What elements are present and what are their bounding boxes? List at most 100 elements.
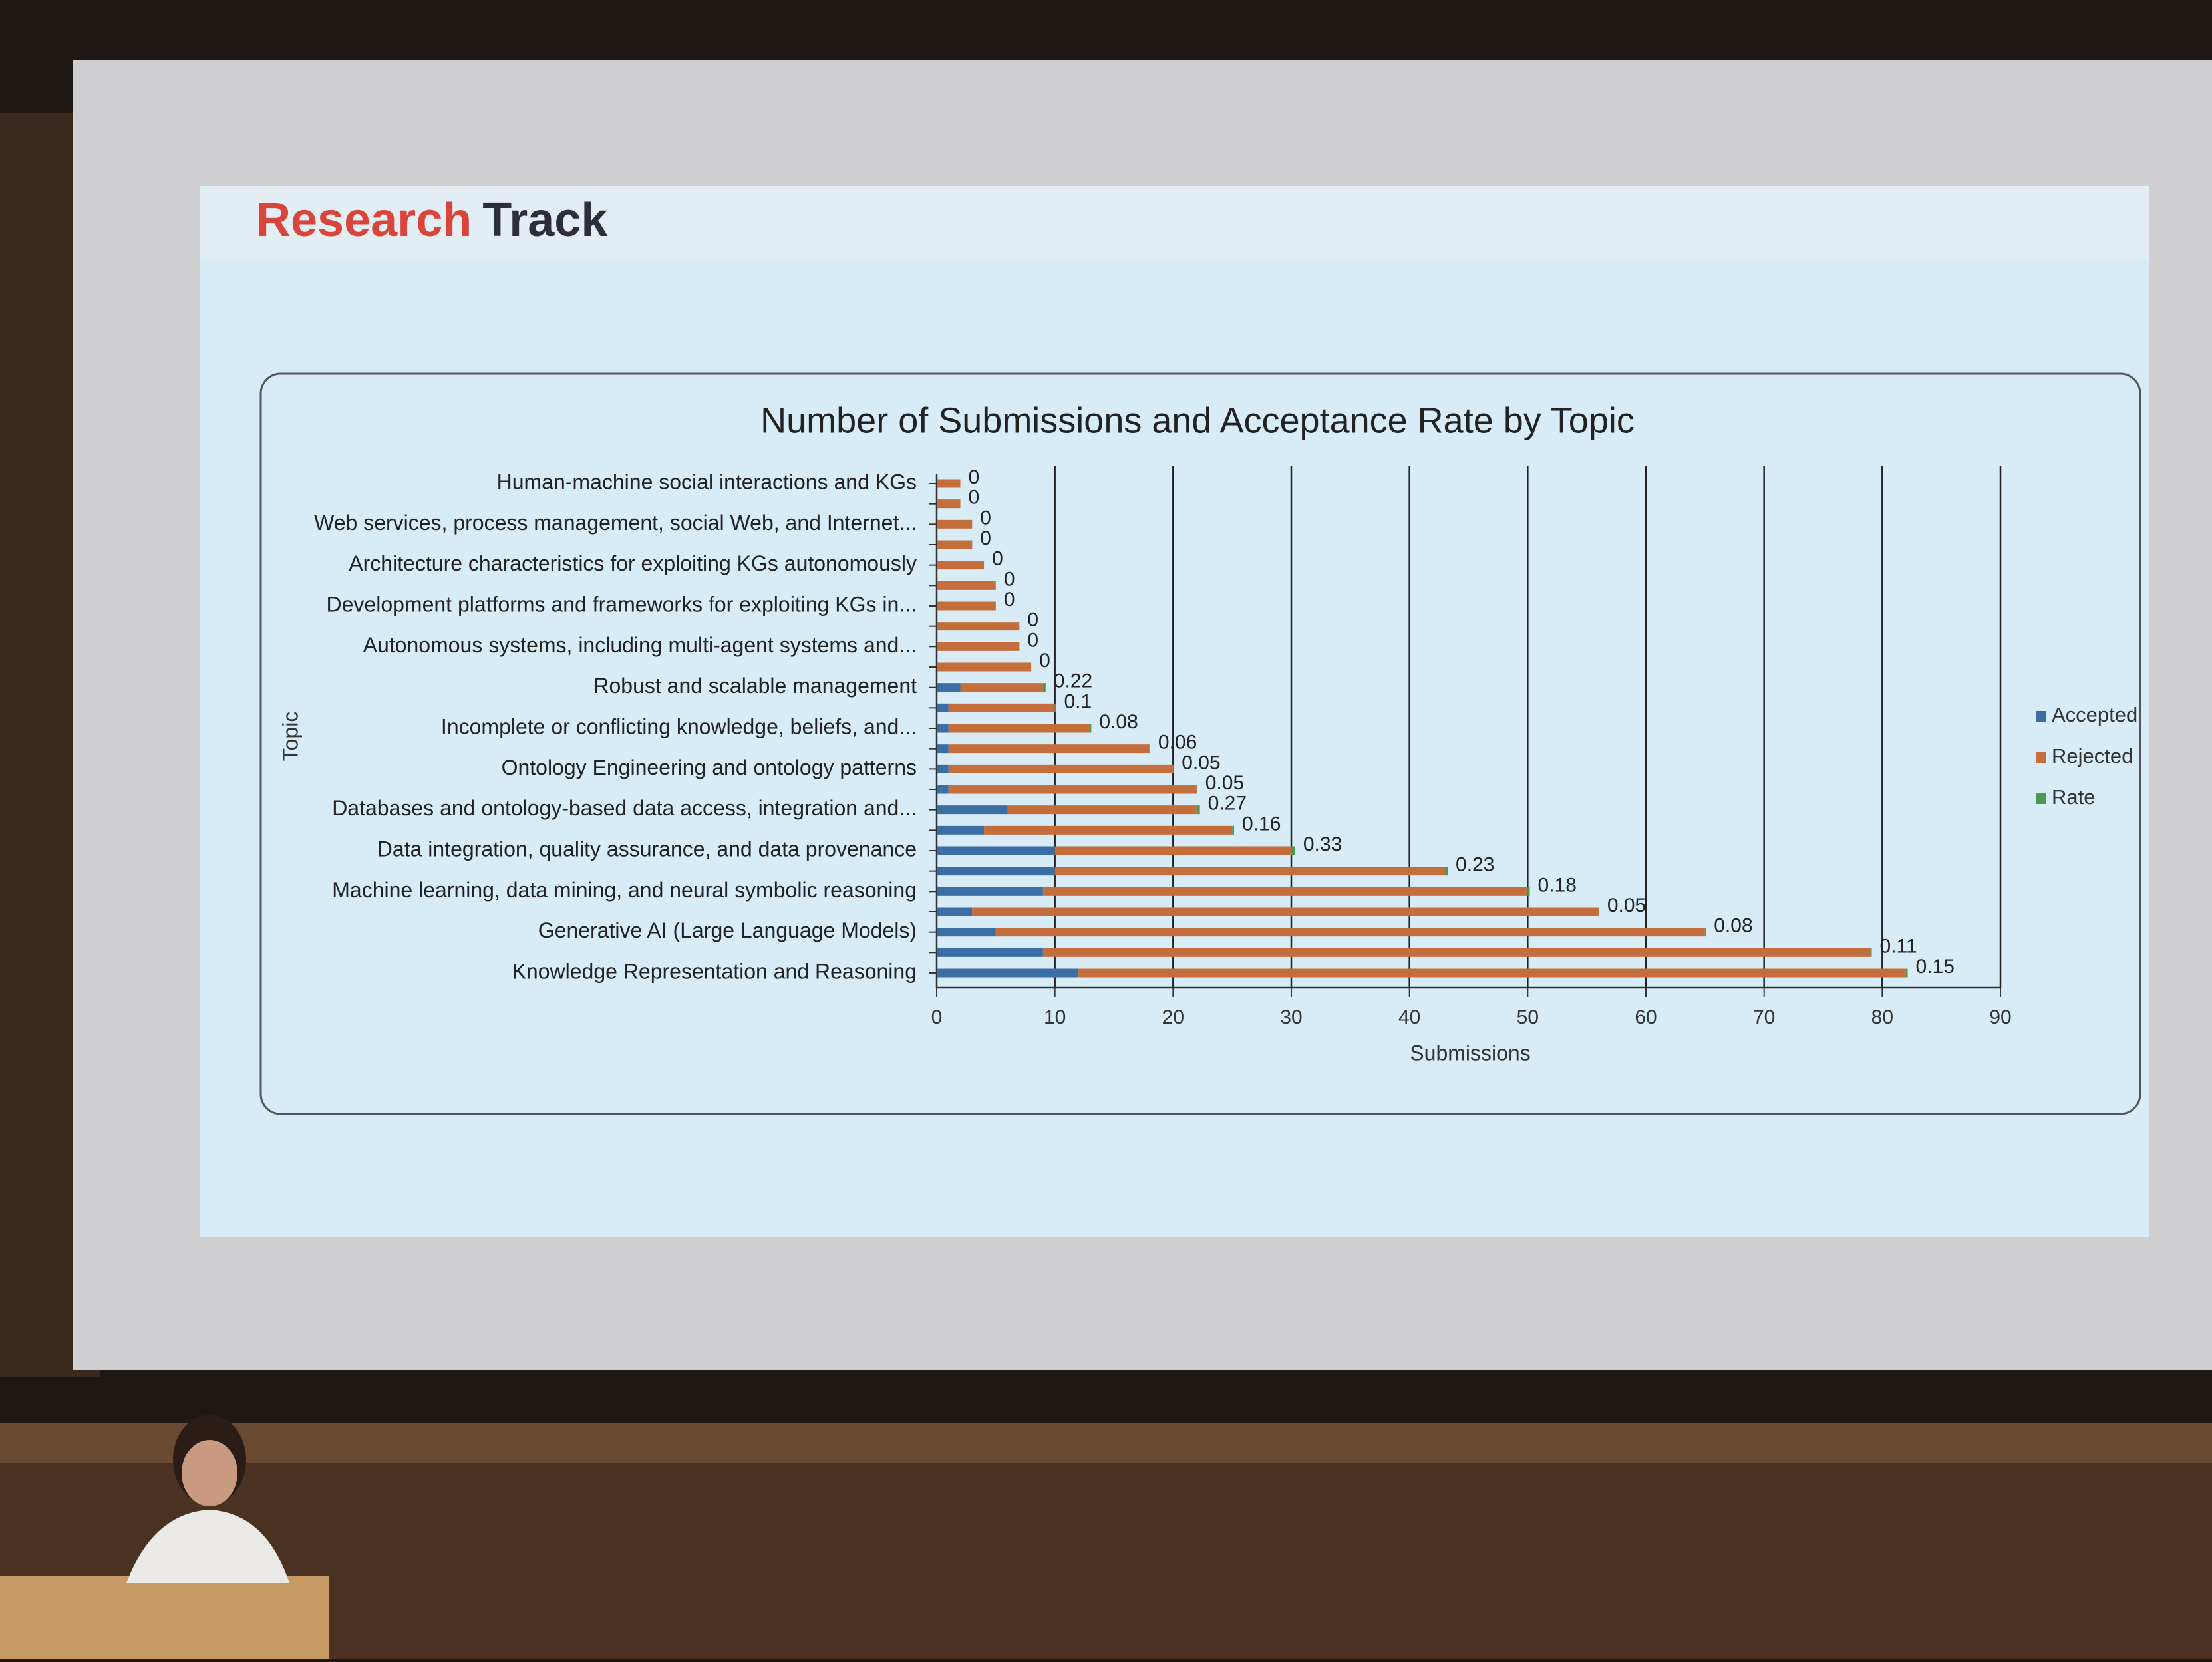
bar-rate bbox=[1090, 724, 1092, 733]
x-tick-label: 50 bbox=[1517, 1006, 1539, 1028]
slide-title-accent: Research bbox=[256, 194, 472, 247]
bar-accepted bbox=[937, 724, 949, 733]
data-label: 0.06 bbox=[1158, 732, 1197, 754]
x-tick-label: 0 bbox=[931, 1006, 943, 1028]
bar-rejected bbox=[937, 479, 961, 488]
legend-label: Rate bbox=[2052, 785, 2095, 809]
bar-rejected bbox=[1042, 948, 1871, 957]
y-tick-label: Ontology Engineering and ontology patter… bbox=[502, 756, 917, 779]
slide-title: Research Track bbox=[256, 194, 608, 247]
x-tick-label: 80 bbox=[1871, 1006, 1893, 1028]
legend-swatch bbox=[2036, 711, 2046, 722]
y-tick-label: Incomplete or conflicting knowledge, bel… bbox=[441, 714, 917, 738]
bar-rate bbox=[1232, 825, 1235, 835]
data-label: 0 bbox=[980, 507, 991, 529]
x-tick-label: 90 bbox=[1989, 1006, 2011, 1028]
data-label: 0 bbox=[992, 548, 1003, 570]
y-tick-label: Knowledge Representation and Reasoning bbox=[512, 959, 917, 983]
data-label: 0 bbox=[969, 487, 980, 509]
data-label: 0.15 bbox=[1916, 956, 1955, 978]
y-tick-label: Development platforms and frameworks for… bbox=[327, 592, 917, 616]
data-label: 0 bbox=[1027, 609, 1038, 631]
bar-rate bbox=[1527, 887, 1530, 896]
data-label: 0.18 bbox=[1538, 874, 1577, 896]
x-tick-label: 20 bbox=[1162, 1006, 1184, 1028]
y-tick-label: Human-machine social interactions and KG… bbox=[497, 470, 917, 493]
y-tick-label: Data integration, quality assurance, and… bbox=[377, 837, 917, 861]
data-label: 0 bbox=[1039, 650, 1050, 672]
x-tick-label: 40 bbox=[1398, 1006, 1420, 1028]
slide-title-rest: Track bbox=[482, 194, 608, 247]
bar-rate bbox=[1905, 968, 1908, 978]
slide bbox=[200, 186, 2149, 1237]
data-label: 0.27 bbox=[1208, 793, 1247, 815]
x-tick-label: 70 bbox=[1753, 1006, 1775, 1028]
y-tick-label: Autonomous systems, including multi-agen… bbox=[363, 633, 917, 657]
bar-rejected bbox=[1054, 846, 1291, 855]
data-label: 0.05 bbox=[1205, 772, 1244, 794]
bar-rejected bbox=[1042, 887, 1528, 896]
bar-rejected bbox=[948, 744, 1150, 754]
bar-rate bbox=[1704, 928, 1706, 937]
legend-label: Accepted bbox=[2052, 703, 2137, 726]
x-tick-label: 60 bbox=[1635, 1006, 1657, 1028]
bar-rejected bbox=[937, 540, 973, 549]
bar-accepted bbox=[937, 928, 996, 937]
bar-accepted bbox=[937, 703, 949, 712]
bar-rate bbox=[1444, 867, 1448, 876]
x-tick-label: 30 bbox=[1280, 1006, 1302, 1028]
bar-rejected bbox=[937, 642, 1020, 651]
bar-accepted bbox=[937, 907, 973, 916]
data-label: 0 bbox=[1027, 629, 1038, 651]
data-label: 0.08 bbox=[1099, 711, 1138, 733]
data-label: 0.33 bbox=[1303, 833, 1342, 855]
bar-rate bbox=[1291, 846, 1295, 855]
bar-rejected bbox=[960, 683, 1043, 692]
data-label: 0 bbox=[1004, 568, 1015, 590]
legend-swatch bbox=[2036, 752, 2046, 763]
y-tick-label: Databases and ontology-based data access… bbox=[332, 796, 917, 820]
legend-swatch bbox=[2036, 793, 2046, 804]
bar-rejected bbox=[948, 764, 1174, 773]
data-label: 0.05 bbox=[1182, 752, 1220, 773]
bar-rejected bbox=[1007, 805, 1197, 815]
bar-rejected bbox=[937, 561, 985, 570]
data-label: 0.16 bbox=[1242, 813, 1281, 835]
data-label: 0.05 bbox=[1607, 895, 1646, 916]
bar-rejected bbox=[937, 601, 996, 611]
bar-accepted bbox=[937, 764, 949, 773]
y-tick-label: Web services, process management, social… bbox=[314, 511, 917, 535]
data-label: 0.1 bbox=[1064, 690, 1092, 712]
bar-accepted bbox=[937, 805, 1008, 815]
bar-accepted bbox=[937, 867, 1055, 876]
bar-rejected bbox=[948, 785, 1197, 794]
data-label: 0.11 bbox=[1880, 935, 1917, 957]
stage-trim bbox=[0, 1423, 2212, 1463]
bar-rejected bbox=[1054, 867, 1445, 876]
bar-rejected bbox=[948, 703, 1055, 712]
data-label: 0.23 bbox=[1456, 854, 1494, 876]
bar-accepted bbox=[937, 948, 1043, 957]
bar-rejected bbox=[937, 622, 1020, 631]
y-tick-label: Machine learning, data mining, and neura… bbox=[332, 878, 917, 902]
bar-accepted bbox=[937, 785, 949, 794]
bar-rate bbox=[1173, 764, 1174, 773]
legend-label: Rejected bbox=[2052, 744, 2133, 767]
bar-rate bbox=[1042, 683, 1046, 692]
bar-accepted bbox=[937, 825, 985, 835]
slide-header bbox=[200, 186, 2149, 259]
bar-rejected bbox=[937, 581, 996, 590]
bar-rejected bbox=[1078, 968, 1906, 978]
bar-accepted bbox=[937, 887, 1043, 896]
y-tick-label: Robust and scalable management bbox=[593, 674, 917, 698]
bar-rejected bbox=[937, 662, 1032, 672]
bar-accepted bbox=[937, 683, 961, 692]
y-tick-label: Architecture characteristics for exploit… bbox=[349, 551, 917, 575]
x-axis-label: Submissions bbox=[1410, 1041, 1530, 1065]
bar-rate bbox=[1196, 805, 1200, 815]
speaker-face bbox=[182, 1440, 237, 1506]
bar-rejected bbox=[984, 825, 1233, 835]
bar-rate bbox=[1054, 703, 1056, 712]
